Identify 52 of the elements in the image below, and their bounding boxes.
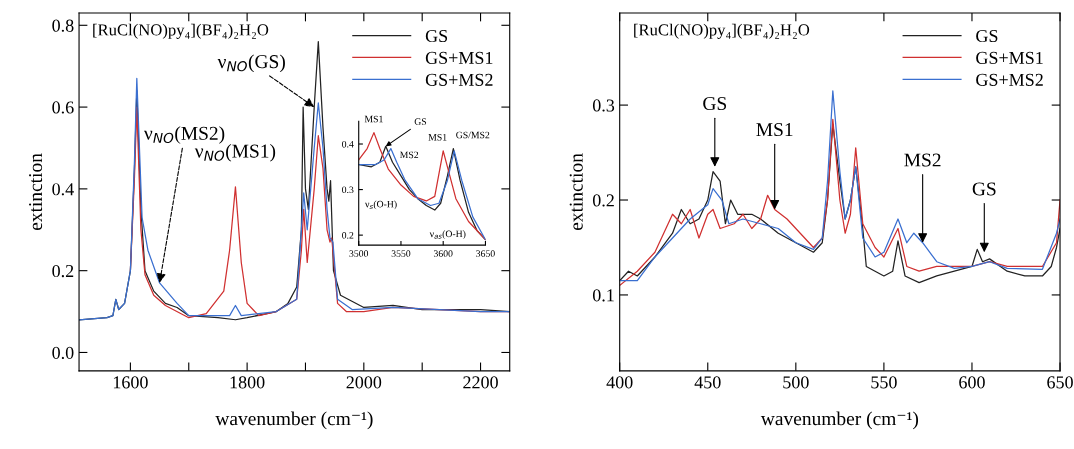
x-tick-label: 3500 — [349, 250, 369, 257]
legend-label: GS — [976, 29, 998, 43]
y-axis-title: extinction — [29, 153, 43, 231]
x-tick-label: 3550 — [391, 250, 411, 257]
x-tick-label: 450 — [694, 376, 721, 389]
annotation: ν$_{as}$(O-H) — [429, 230, 466, 240]
annotation: MS1 — [756, 123, 793, 137]
y-tick-label: 0.3 — [342, 186, 354, 194]
x-tick-label: 1800 — [230, 376, 265, 389]
legend-label: GS+MS1 — [976, 51, 1043, 64]
x-tick-label: 2200 — [463, 376, 498, 389]
y-tick-label: 0.6 — [52, 101, 74, 114]
annotation: GS — [414, 118, 427, 125]
annotation: GS/MS2 — [456, 131, 490, 139]
annotation: MS1 — [364, 115, 383, 123]
y-tick-label: 0.4 — [52, 183, 74, 196]
annotation: MS2 — [400, 151, 419, 159]
x-axis-title: wavenumber (cm⁻¹) — [215, 411, 373, 430]
x-tick-label: 2000 — [346, 376, 382, 389]
annotation: GS — [972, 182, 996, 196]
x-tick-label: 600 — [959, 376, 985, 389]
annotation: MS2 — [904, 153, 941, 167]
x-axis-title: wavenumber (cm⁻¹) — [760, 411, 919, 430]
annotation: ν$_{NO}$(GS) — [217, 54, 285, 73]
annotation: [RuCl(NO)py₄](BF₄)₂H₂O — [93, 23, 269, 39]
legend-label: GS+MS2 — [425, 73, 493, 86]
y-tick-label: 0.8 — [52, 19, 74, 32]
legend-label: GS — [425, 29, 448, 43]
legend-label: GS+MS2 — [976, 73, 1043, 86]
annotation: ν$_{NO}$(MS2) — [143, 126, 225, 144]
x-tick-label: 400 — [606, 376, 633, 389]
y-tick-label: 0.2 — [592, 194, 614, 207]
annotation: ν$_{NO}$(MS1) — [194, 143, 276, 162]
y-tick-label: 0.2 — [342, 232, 354, 239]
y-tick-label: 0.0 — [52, 346, 74, 359]
y-axis-title: extinction — [569, 153, 583, 231]
line-series — [619, 90, 1061, 282]
annotation: [RuCl(NO)py₄](BF₄)₂H₂O — [634, 23, 810, 39]
x-tick-label: 650 — [1047, 376, 1073, 389]
y-tick-label: 0.4 — [342, 140, 354, 148]
annotation: ν$_{s}$(O-H) — [365, 200, 397, 210]
y-tick-label: 0.1 — [592, 289, 614, 302]
x-tick-label: 550 — [871, 376, 897, 389]
x-tick-label: 500 — [783, 376, 809, 389]
annotation: GS — [703, 97, 727, 111]
legend-label: GS+MS1 — [425, 51, 493, 64]
x-tick-label: 3600 — [433, 250, 453, 257]
y-tick-label: 0.3 — [592, 99, 615, 112]
x-tick-label: 3650 — [476, 250, 495, 257]
x-tick-label: 1600 — [113, 376, 148, 389]
y-tick-label: 0.2 — [52, 264, 74, 278]
annotation: MS1 — [428, 134, 447, 141]
